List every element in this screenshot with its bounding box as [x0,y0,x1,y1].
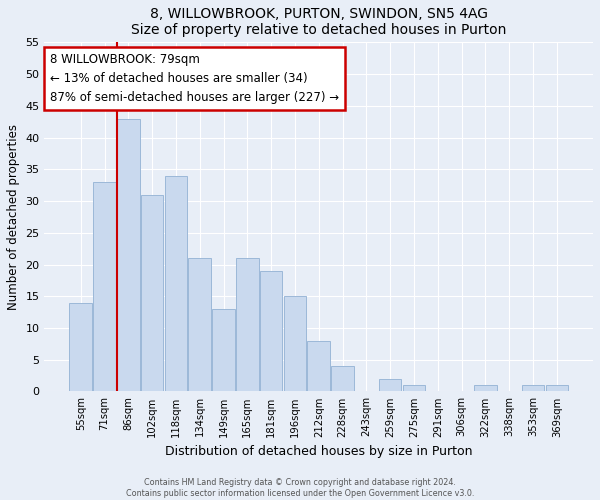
Bar [117,118,140,392]
Title: 8, WILLOWBROOK, PURTON, SWINDON, SN5 4AG
Size of property relative to detached h: 8, WILLOWBROOK, PURTON, SWINDON, SN5 4AG… [131,7,506,37]
Text: 8 WILLOWBROOK: 79sqm
← 13% of detached houses are smaller (34)
87% of semi-detac: 8 WILLOWBROOK: 79sqm ← 13% of detached h… [50,53,339,104]
Bar [379,379,401,392]
Bar [522,385,544,392]
Bar [545,385,568,392]
Bar [403,385,425,392]
Y-axis label: Number of detached properties: Number of detached properties [7,124,20,310]
Bar [212,309,235,392]
Bar [284,296,306,392]
Bar [236,258,259,392]
Bar [70,302,92,392]
Bar [93,182,116,392]
Bar [188,258,211,392]
X-axis label: Distribution of detached houses by size in Purton: Distribution of detached houses by size … [165,445,473,458]
Text: Contains HM Land Registry data © Crown copyright and database right 2024.
Contai: Contains HM Land Registry data © Crown c… [126,478,474,498]
Bar [164,176,187,392]
Bar [331,366,354,392]
Bar [260,271,283,392]
Bar [307,340,330,392]
Bar [474,385,497,392]
Bar [141,195,163,392]
